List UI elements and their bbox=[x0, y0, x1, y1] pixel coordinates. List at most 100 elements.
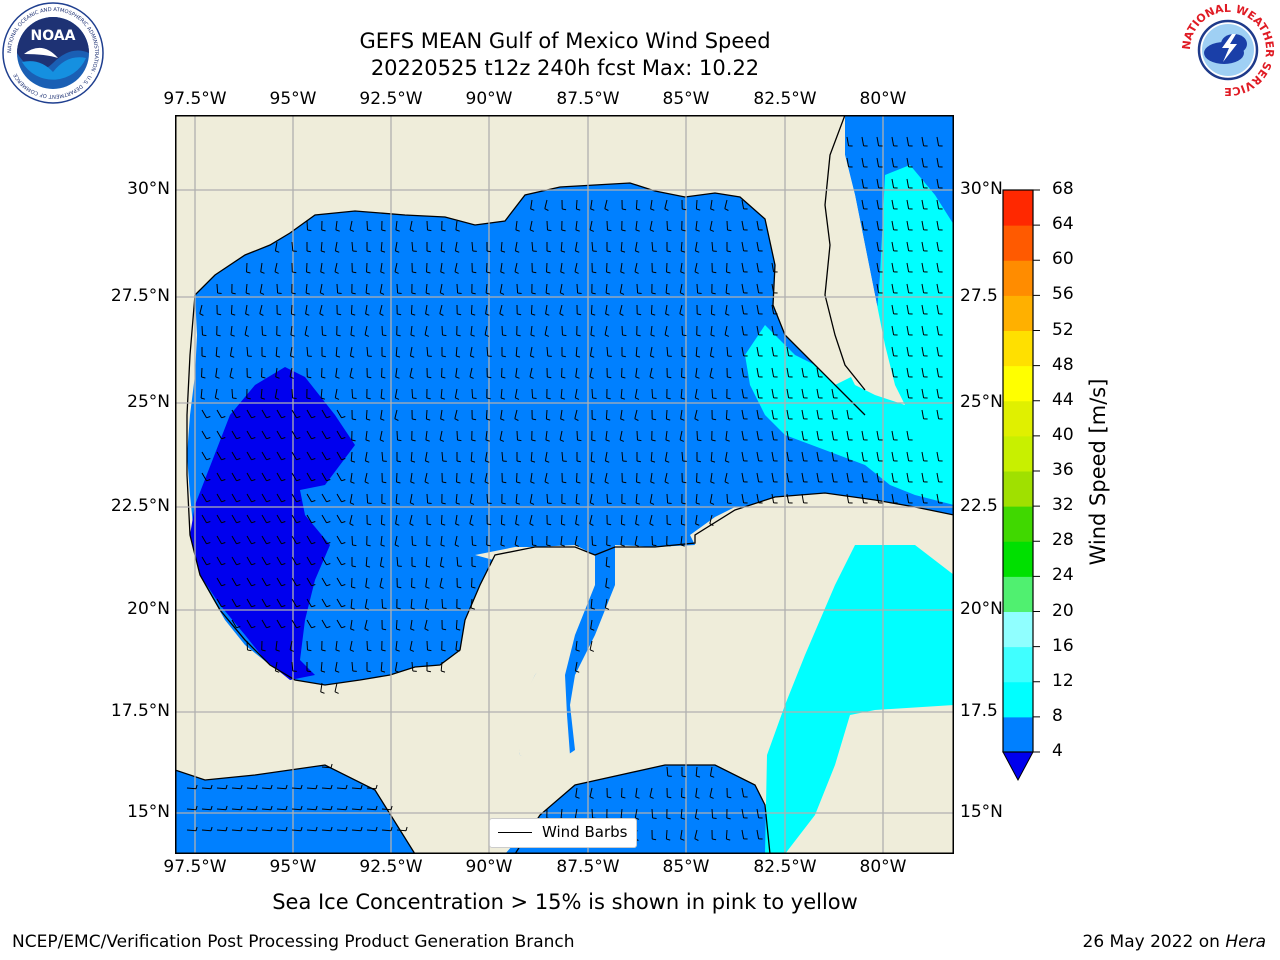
wind-barb bbox=[321, 325, 327, 337]
wind-barb bbox=[695, 199, 701, 211]
wind-barb bbox=[906, 304, 913, 315]
wind-barb bbox=[621, 220, 626, 232]
wind-barb bbox=[635, 367, 640, 379]
bottom-lon-label: 97.5°W bbox=[163, 857, 227, 877]
wind-barb bbox=[231, 535, 241, 545]
wind-barb bbox=[499, 283, 505, 295]
wind-barb bbox=[590, 619, 595, 631]
wind-barb bbox=[846, 136, 853, 147]
wind-barb bbox=[366, 388, 371, 400]
wind-barb bbox=[649, 346, 655, 358]
wind-barb bbox=[381, 220, 386, 232]
wind-barb bbox=[589, 640, 594, 652]
wind-barb bbox=[186, 784, 198, 790]
wind-barb bbox=[306, 430, 316, 440]
wind-barb bbox=[336, 577, 346, 587]
wind-barb bbox=[606, 388, 611, 400]
wind-barb bbox=[591, 262, 597, 274]
wind-barb bbox=[501, 325, 507, 337]
wind-barb bbox=[546, 388, 551, 400]
wind-barb bbox=[455, 640, 460, 652]
wind-barb bbox=[274, 661, 280, 673]
wind-barb bbox=[695, 493, 701, 505]
wind-barb bbox=[726, 220, 732, 232]
wind-barb bbox=[349, 493, 355, 505]
wind-barb bbox=[816, 472, 823, 483]
wind-barb bbox=[411, 409, 417, 421]
colorbar-tick-label: 56 bbox=[1052, 284, 1074, 305]
wind-barb bbox=[724, 451, 730, 463]
wind-barb bbox=[531, 283, 536, 295]
wind-barb bbox=[650, 325, 655, 337]
right-lat-label: 30°N bbox=[960, 179, 1003, 199]
wind-barb bbox=[665, 283, 671, 295]
wind-barb bbox=[620, 241, 626, 253]
wind-barb bbox=[666, 535, 671, 547]
wind-barb bbox=[921, 136, 928, 147]
wind-barb bbox=[201, 826, 213, 832]
legend-line-sample bbox=[498, 832, 532, 833]
wind-barb bbox=[636, 452, 642, 463]
wind-barb bbox=[621, 472, 627, 484]
wind-barb bbox=[274, 241, 280, 253]
wind-barb bbox=[649, 514, 654, 526]
wind-barb bbox=[635, 199, 641, 211]
wind-barb bbox=[336, 472, 346, 482]
wind-barb bbox=[486, 388, 491, 400]
wind-barb bbox=[231, 556, 241, 566]
wind-barb bbox=[380, 661, 386, 673]
wind-barb bbox=[516, 304, 522, 316]
wind-barb bbox=[709, 766, 715, 778]
wind-barb bbox=[576, 325, 581, 337]
wind-barb bbox=[561, 367, 566, 379]
wind-barb bbox=[515, 346, 521, 358]
wind-barb bbox=[756, 808, 763, 819]
wind-barb bbox=[381, 451, 387, 462]
wind-barb bbox=[514, 535, 519, 547]
wind-barb bbox=[471, 535, 477, 547]
wind-barb bbox=[231, 430, 241, 440]
bottom-lon-label: 92.5°W bbox=[359, 857, 423, 877]
wind-barb bbox=[891, 262, 898, 273]
wind-barb bbox=[484, 472, 489, 484]
wind-barb bbox=[680, 514, 686, 526]
wind-barb bbox=[711, 829, 717, 841]
wind-barb bbox=[246, 493, 256, 503]
wind-barb bbox=[259, 304, 264, 316]
left-lat-label: 15°N bbox=[127, 802, 170, 822]
wind-barb bbox=[544, 199, 549, 211]
wind-barb bbox=[380, 409, 385, 421]
wind-barb bbox=[484, 325, 489, 337]
colorbar-segment bbox=[1003, 541, 1033, 577]
wind-barb bbox=[321, 535, 331, 545]
wind-barb bbox=[936, 493, 943, 504]
wind-barb bbox=[695, 367, 700, 379]
wind-barb bbox=[921, 493, 928, 504]
wind-barb bbox=[531, 262, 537, 274]
wind-barb bbox=[440, 241, 446, 253]
wind-barb bbox=[831, 472, 838, 483]
wind-barb bbox=[666, 242, 672, 253]
wind-barb bbox=[576, 430, 582, 442]
wind-barb bbox=[516, 472, 521, 484]
wind-barb bbox=[261, 826, 273, 832]
wind-barb bbox=[394, 661, 400, 673]
noaa-logo-text: NOAA bbox=[31, 28, 76, 44]
wind-barb bbox=[440, 514, 446, 526]
colorbar-segment bbox=[1003, 716, 1033, 753]
wind-barb bbox=[216, 826, 228, 832]
wind-barb bbox=[291, 661, 297, 672]
wind-barb bbox=[409, 493, 415, 505]
map-grid bbox=[175, 115, 954, 854]
wind-barb bbox=[831, 409, 838, 420]
wind-barb bbox=[411, 557, 417, 568]
wind-barb bbox=[891, 157, 898, 168]
wind-barb bbox=[846, 430, 853, 441]
wind-barb bbox=[199, 304, 204, 316]
wind-barb bbox=[455, 619, 461, 631]
wind-barb bbox=[320, 661, 326, 673]
wind-barb bbox=[801, 451, 808, 462]
wind-barb bbox=[456, 304, 462, 316]
wind-barb bbox=[635, 493, 641, 505]
wind-barb bbox=[741, 325, 748, 336]
